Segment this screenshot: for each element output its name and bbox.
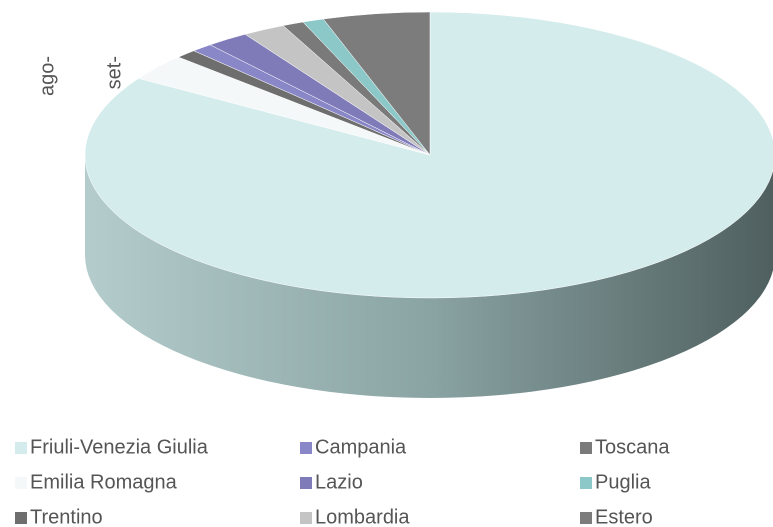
- pie-side: [85, 155, 773, 398]
- legend-marker: [580, 442, 592, 454]
- legend-marker: [580, 512, 592, 524]
- legend-marker: [580, 477, 592, 489]
- legend-label: Lombardia: [315, 506, 410, 527]
- legend-label: Estero: [595, 506, 653, 527]
- legend-label: Trentino: [30, 506, 103, 527]
- legend-label: Puglia: [595, 471, 651, 493]
- rotated-label: set-: [103, 56, 125, 89]
- legend-label: Emilia Romagna: [30, 471, 178, 493]
- legend-marker: [300, 477, 312, 489]
- legend-marker: [15, 512, 27, 524]
- legend-label: Lazio: [315, 471, 363, 493]
- legend-marker: [15, 477, 27, 489]
- legend-label: Friuli-Venezia Giulia: [30, 436, 209, 458]
- pie-slice: [322, 11, 431, 156]
- legend-marker: [300, 442, 312, 454]
- legend-label: Toscana: [595, 436, 670, 458]
- legend-label: Campania: [315, 436, 407, 458]
- rotated-label: ago-: [36, 56, 58, 96]
- legend-marker: [300, 512, 312, 524]
- legend-marker: [15, 442, 27, 454]
